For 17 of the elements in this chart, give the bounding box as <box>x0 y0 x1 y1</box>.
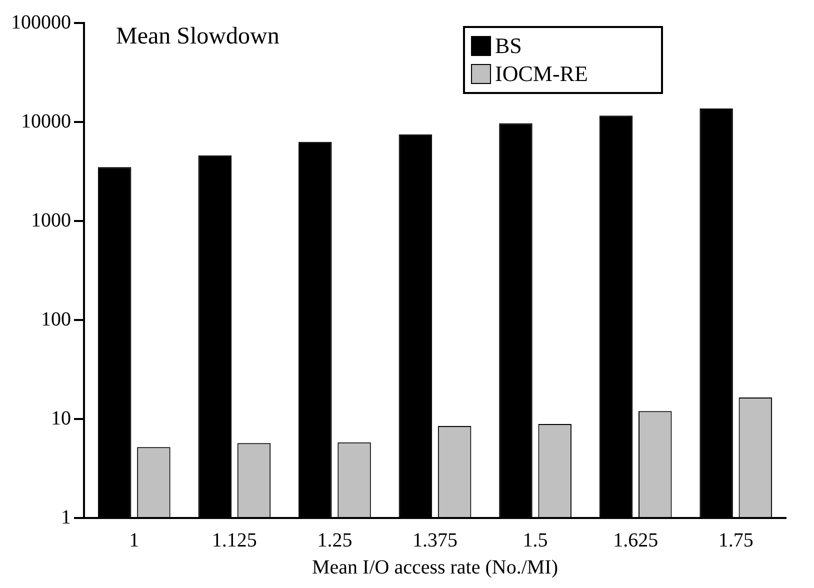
x-tick-label: 1.75 <box>718 529 754 552</box>
x-tick-label: 1.625 <box>613 529 658 552</box>
y-tick-label: 1 <box>61 506 71 528</box>
legend-label: IOCM-RE <box>495 60 588 88</box>
y-tick-label: 100000 <box>11 11 71 34</box>
x-tick-label: 1.25 <box>317 529 352 552</box>
x-tick-label: 1 <box>129 529 140 552</box>
x-tick-label: 1.125 <box>212 529 257 552</box>
chart-title: Mean Slowdown <box>116 23 280 50</box>
x-tick-label: 1.375 <box>412 529 458 552</box>
y-tick-label: 100 <box>41 308 71 330</box>
y-tick-label: 1000 <box>31 209 71 232</box>
legend-label: BS <box>495 32 522 60</box>
y-tick-label: 10000 <box>21 110 71 132</box>
x-axis-title: Mean I/O access rate (No./MI) <box>312 556 558 578</box>
x-tick-label: 1.5 <box>522 529 548 552</box>
y-tick-label: 10 <box>51 407 71 430</box>
